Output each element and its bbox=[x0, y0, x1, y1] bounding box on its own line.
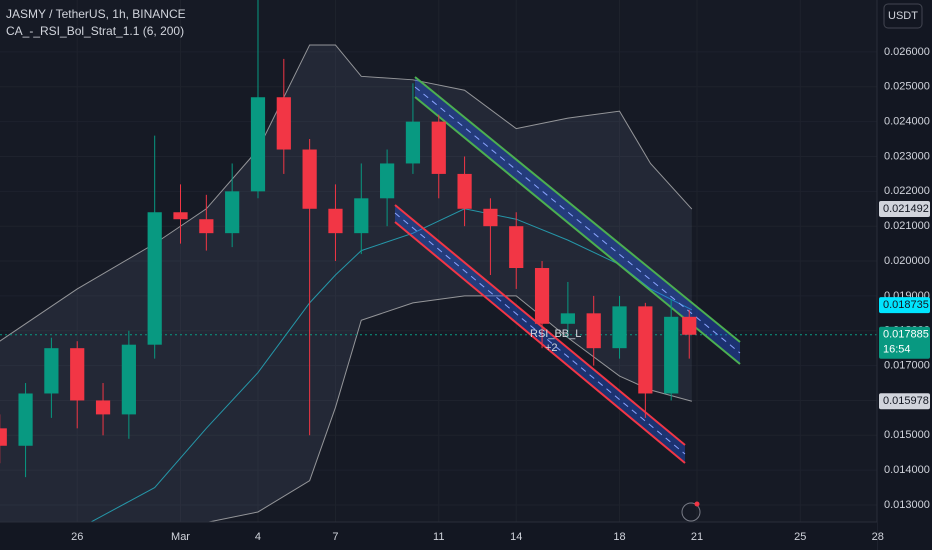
x-tick-label: 25 bbox=[794, 531, 806, 543]
annotation: RSI_BB_L bbox=[530, 328, 581, 340]
time-axis bbox=[0, 522, 877, 550]
y-tick-label: 0.014000 bbox=[884, 464, 930, 476]
y-tick-label: 0.022000 bbox=[884, 185, 930, 197]
time-label: 16:54 bbox=[883, 344, 911, 356]
y-tick-label: 0.013000 bbox=[884, 499, 930, 511]
price-label: 0.015978 bbox=[883, 395, 929, 407]
candle-body bbox=[225, 191, 240, 234]
x-tick-label: Mar bbox=[171, 531, 190, 543]
candle-body bbox=[328, 208, 343, 234]
candle-body bbox=[147, 212, 162, 345]
y-tick-label: 0.020000 bbox=[884, 255, 930, 267]
candle-body bbox=[664, 316, 679, 394]
x-tick-label: 4 bbox=[255, 531, 261, 543]
y-tick-label: 0.021000 bbox=[884, 220, 930, 232]
price-label-bg bbox=[879, 393, 930, 410]
channel-mid bbox=[414, 86, 741, 354]
candle-body bbox=[44, 348, 59, 394]
price-label-bg bbox=[879, 201, 930, 218]
x-tick-label: 7 bbox=[332, 531, 338, 543]
candle-body bbox=[560, 313, 575, 324]
currency[interactable]: USDT bbox=[888, 10, 918, 22]
candle-body bbox=[0, 428, 7, 446]
candle-body bbox=[534, 268, 550, 324]
candle-body bbox=[586, 313, 601, 349]
candle-body bbox=[250, 97, 266, 192]
chart-title: JASMY / TetherUS, 1h, BINANCE bbox=[6, 7, 186, 21]
price-label: 0.021492 bbox=[883, 203, 929, 215]
candle-body bbox=[638, 306, 653, 394]
axes: 0.0130000.0140000.0150000.0160000.017000… bbox=[71, 46, 930, 543]
annotation-sub: +2 bbox=[545, 342, 558, 354]
channel-line bbox=[394, 221, 686, 464]
y-tick-label: 0.017000 bbox=[884, 360, 930, 372]
y-tick-label: 0.024000 bbox=[884, 116, 930, 128]
indicator-label: CA_-_RSI_Bol_Strat_1.1 (6, 200) bbox=[6, 24, 184, 38]
price-label: 0.017885 bbox=[883, 329, 929, 341]
candle-body bbox=[457, 173, 472, 209]
y-tick-label: 0.015000 bbox=[884, 429, 930, 441]
candle-body bbox=[95, 400, 111, 415]
price-axis bbox=[877, 0, 932, 550]
x-tick-label: 14 bbox=[510, 531, 522, 543]
candle-body bbox=[121, 344, 136, 415]
x-tick-label: 28 bbox=[872, 531, 884, 543]
candle-body bbox=[70, 348, 85, 401]
x-tick-label: 11 bbox=[433, 531, 444, 543]
candle-body bbox=[612, 306, 627, 349]
candle-body bbox=[483, 208, 498, 227]
channel-line bbox=[414, 76, 741, 343]
y-tick-label: 0.026000 bbox=[884, 46, 930, 58]
alert-icon[interactable] bbox=[681, 502, 701, 522]
candle-body bbox=[199, 219, 214, 234]
price-label-bg bbox=[879, 326, 930, 359]
y-tick-label: 0.023000 bbox=[884, 150, 930, 162]
y-tick-label: 0.025000 bbox=[884, 81, 930, 93]
candle-body bbox=[18, 393, 33, 446]
channel-mid bbox=[394, 212, 686, 455]
price-label-bg bbox=[879, 297, 930, 314]
currency-button[interactable] bbox=[883, 3, 923, 29]
x-tick-label: 26 bbox=[71, 531, 83, 543]
candle-body bbox=[276, 97, 291, 150]
x-tick-label: 21 bbox=[691, 531, 703, 543]
candle-body bbox=[682, 316, 697, 335]
candle-body bbox=[509, 226, 524, 269]
alert-dot bbox=[694, 501, 700, 507]
candle-body bbox=[431, 121, 446, 174]
marks bbox=[0, 0, 697, 478]
candle-body bbox=[405, 121, 421, 164]
candle-body bbox=[302, 149, 317, 209]
candle-body bbox=[380, 163, 395, 199]
candle-body bbox=[354, 198, 369, 234]
candle-body bbox=[173, 212, 188, 220]
upper-band bbox=[0, 44, 693, 342]
band-fill bbox=[0, 44, 692, 523]
x-tick-label: 18 bbox=[613, 531, 625, 543]
channel-line bbox=[394, 204, 686, 446]
price-label: 0.018735 bbox=[883, 299, 929, 311]
